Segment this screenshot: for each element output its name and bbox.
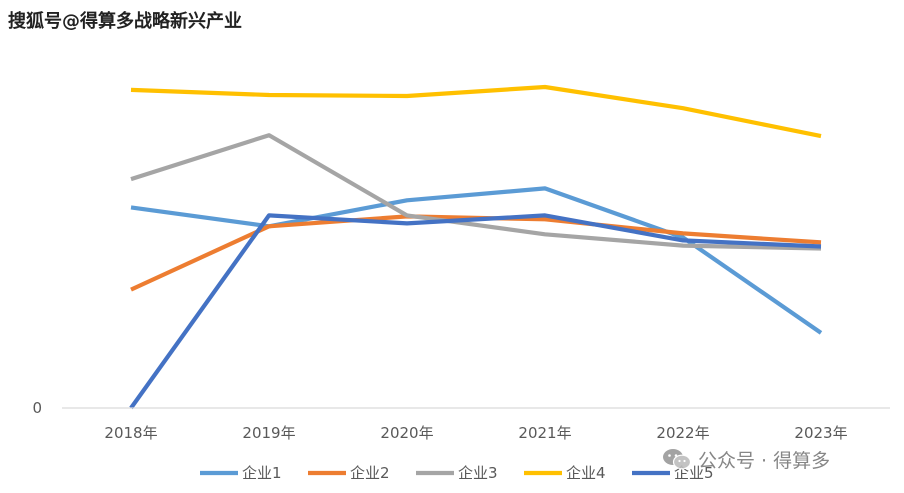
y-tick-label-0: 0 [32,399,42,417]
watermark-sohu: 搜狐号@得算多战略新兴产业 [8,11,242,32]
wechat-icon [663,449,692,470]
legend-label-1: 企业1 [242,464,282,482]
legend: 企业1 企业2 企业3 企业4 企业5 [200,464,714,482]
series-line-1 [130,186,823,335]
plot-area [129,84,823,410]
series-line-5 [129,213,822,410]
legend-label-3: 企业3 [458,464,498,482]
x-tick-label-1: 2018年 [104,424,157,442]
x-tick-label-4: 2021年 [518,424,571,442]
legend-label-2: 企业2 [350,464,390,482]
legend-label-4: 企业4 [566,464,606,482]
watermark-wechat: 公众号 · 得算多 [662,444,830,474]
x-tick-label-2: 2019年 [242,424,295,442]
series-line-3 [130,133,822,251]
series-line-4 [130,84,822,139]
series-line-2 [130,214,822,292]
x-tick-labels: 2018年 2019年 2020年 2021年 2022年 2023年 [104,424,847,442]
x-tick-label-6: 2023年 [794,424,847,442]
x-tick-label-3: 2020年 [380,424,433,442]
x-tick-label-5: 2022年 [656,424,709,442]
watermark-wechat-text: 公众号 · 得算多 [698,449,831,472]
